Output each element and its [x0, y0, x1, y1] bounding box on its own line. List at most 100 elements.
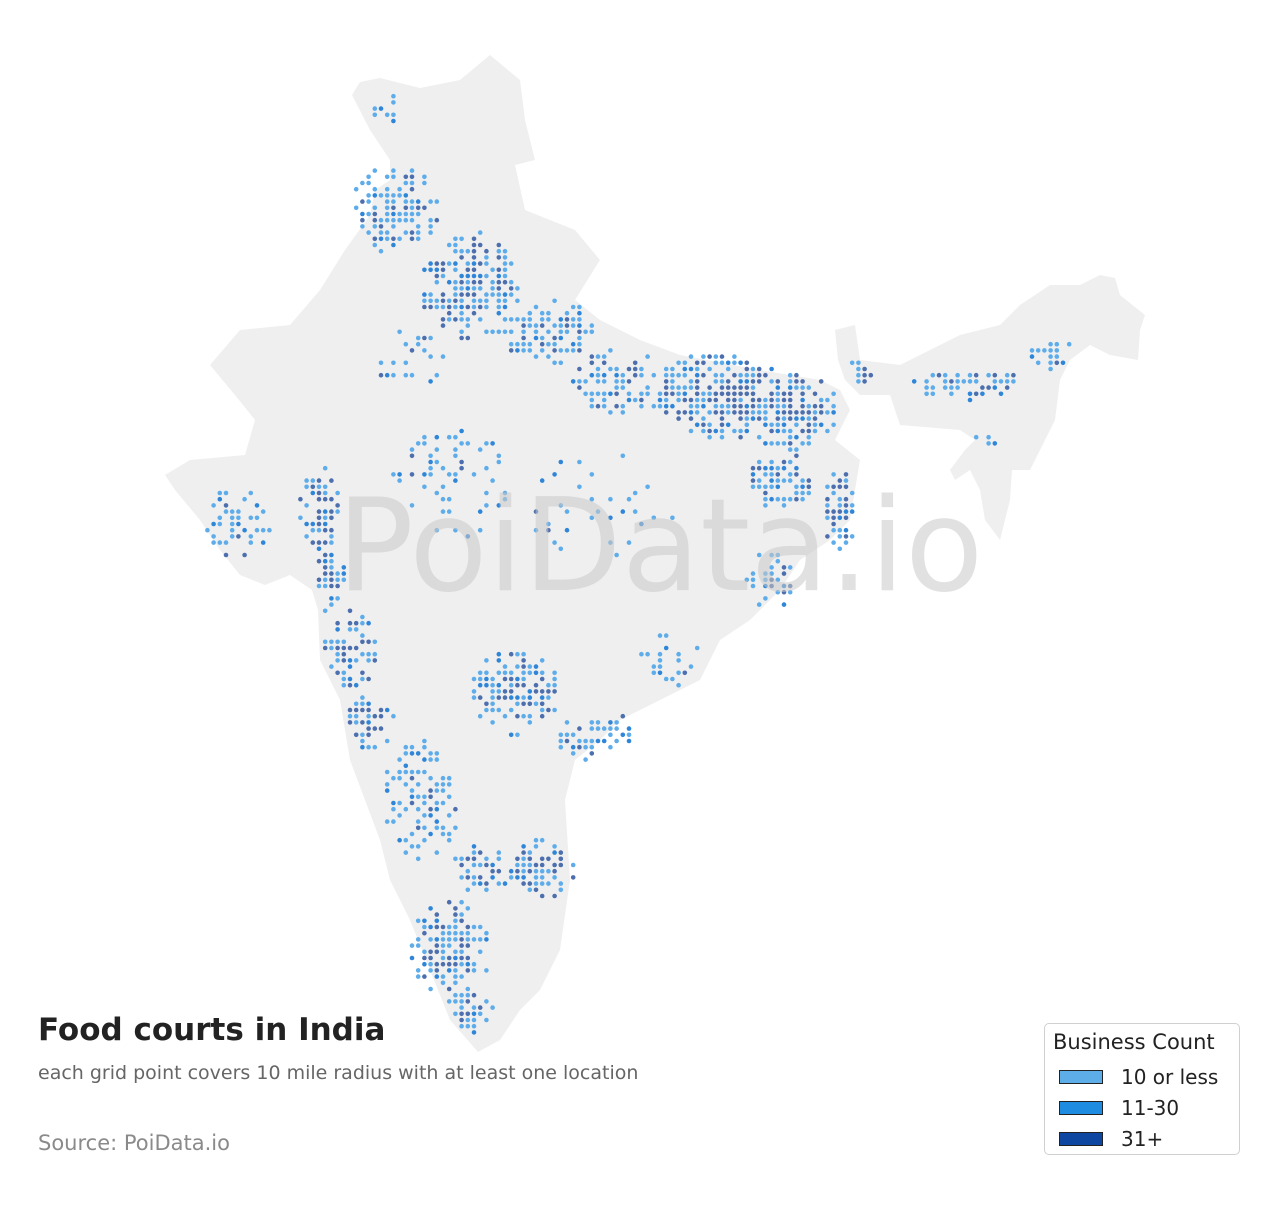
grid-point	[800, 385, 805, 390]
grid-point	[397, 236, 402, 242]
grid-point	[428, 986, 433, 992]
grid-point	[744, 379, 750, 384]
grid-point	[775, 385, 781, 390]
grid-point	[372, 242, 378, 248]
grid-point	[329, 565, 334, 570]
grid-point	[484, 503, 489, 508]
grid-point	[688, 416, 694, 421]
grid-point	[403, 174, 409, 180]
grid-point	[676, 391, 681, 397]
grid-point	[515, 651, 520, 657]
grid-point	[329, 534, 334, 539]
grid-point	[508, 348, 514, 353]
grid-point	[372, 651, 378, 657]
grid-point	[521, 323, 526, 328]
grid-point	[818, 397, 824, 403]
grid-point	[446, 955, 452, 961]
grid-point	[546, 682, 551, 688]
grid-point	[849, 360, 855, 366]
grid-point	[552, 893, 557, 899]
legend: Business Count 10 or less 11-30 31+	[1044, 1023, 1240, 1155]
grid-point	[806, 385, 812, 390]
grid-point	[577, 310, 582, 316]
grid-point	[930, 385, 936, 390]
grid-point	[496, 298, 502, 304]
grid-point	[800, 403, 805, 409]
grid-point	[453, 248, 458, 254]
grid-point	[608, 348, 613, 353]
grid-point	[713, 372, 719, 378]
grid-point	[595, 391, 601, 397]
grid-point	[521, 348, 526, 353]
grid-point	[372, 106, 378, 111]
grid-point	[694, 372, 700, 378]
grid-point	[663, 645, 669, 651]
grid-point	[775, 465, 781, 471]
grid-point	[564, 329, 570, 335]
grid-point	[428, 465, 433, 471]
grid-point	[949, 385, 954, 390]
grid-point	[391, 211, 396, 217]
grid-point	[763, 484, 768, 490]
grid-point	[564, 323, 570, 328]
grid-point	[515, 701, 520, 707]
grid-point	[670, 366, 675, 372]
grid-point	[694, 422, 700, 428]
grid-point	[769, 496, 774, 502]
grid-point	[620, 732, 626, 738]
grid-point	[459, 961, 464, 967]
grid-point	[539, 323, 545, 328]
grid-point	[347, 627, 353, 632]
grid-point	[366, 701, 371, 707]
grid-point	[242, 527, 247, 533]
grid-point	[434, 267, 440, 273]
grid-point	[490, 868, 495, 874]
grid-point	[707, 366, 712, 372]
grid-point	[415, 825, 421, 831]
grid-point	[316, 540, 322, 545]
grid-point	[465, 323, 471, 328]
grid-point	[471, 279, 477, 285]
grid-point	[552, 868, 557, 874]
grid-point	[415, 211, 421, 217]
grid-point	[322, 583, 328, 589]
grid-point	[322, 490, 328, 496]
grid-point	[763, 490, 768, 496]
watermark: PoiData.io	[337, 472, 984, 621]
grid-point	[409, 503, 415, 508]
grid-point	[434, 819, 440, 824]
grid-point	[434, 949, 440, 955]
grid-point	[539, 676, 545, 682]
grid-point	[775, 428, 781, 434]
grid-point	[428, 949, 433, 955]
grid-point	[843, 478, 849, 483]
grid-point	[453, 906, 458, 911]
grid-point	[335, 645, 340, 651]
grid-point	[539, 341, 545, 347]
grid-point	[856, 366, 861, 372]
grid-point	[508, 286, 514, 291]
grid-point	[471, 676, 477, 682]
grid-point	[800, 478, 805, 483]
grid-point	[1004, 379, 1010, 384]
grid-point	[366, 193, 371, 198]
grid-point	[663, 403, 669, 409]
grid-point	[403, 806, 409, 812]
grid-point	[694, 397, 700, 403]
grid-point	[508, 279, 514, 285]
grid-point	[670, 676, 675, 682]
grid-point	[329, 515, 334, 521]
grid-point	[682, 360, 688, 366]
grid-point	[515, 695, 520, 700]
grid-point	[1048, 366, 1053, 372]
grid-point	[589, 323, 595, 328]
grid-point	[440, 961, 446, 967]
grid-point	[397, 478, 402, 483]
grid-point	[502, 695, 508, 700]
grid-point	[657, 670, 663, 676]
grid-point	[694, 391, 700, 397]
grid-point	[589, 515, 595, 521]
grid-point	[589, 329, 595, 335]
grid-point	[322, 527, 328, 533]
grid-point	[353, 205, 359, 211]
